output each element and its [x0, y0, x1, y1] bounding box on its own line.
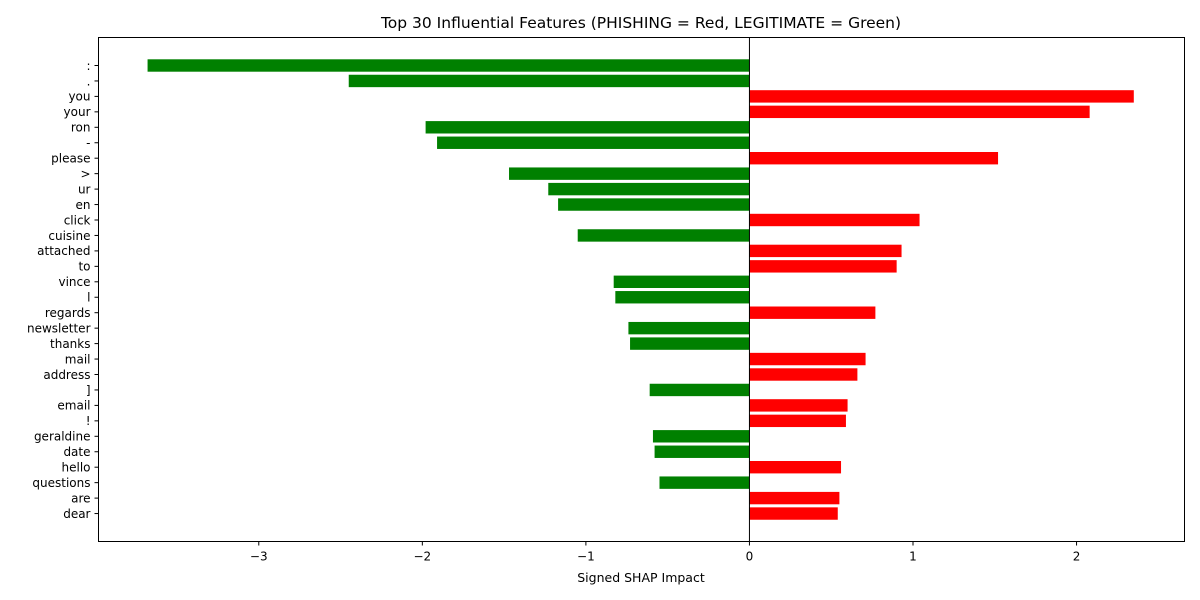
y-tick-label: > — [80, 167, 90, 181]
bar-22 — [749, 399, 848, 412]
x-tick-label: −2 — [413, 550, 431, 564]
y-tick-label: : — [86, 59, 90, 73]
bar-0 — [147, 59, 750, 72]
bar-17 — [628, 321, 750, 335]
y-tick-label: are — [71, 491, 90, 505]
y-tick-label: dear — [63, 507, 90, 521]
y-tick-label: attached — [37, 244, 90, 258]
y-tick-label: you — [68, 90, 90, 104]
bar-16 — [749, 306, 876, 319]
bar-5 — [437, 136, 750, 149]
y-tick-label: - — [86, 136, 90, 150]
y-tick-label: click — [64, 213, 91, 227]
bar-25 — [654, 445, 750, 458]
y-tick-label: please — [51, 152, 90, 166]
bar-1 — [348, 74, 750, 88]
y-tick-label: hello — [62, 461, 91, 475]
y-tick-label: vince — [58, 275, 90, 289]
bar-9 — [558, 198, 750, 211]
bar-21 — [649, 383, 750, 397]
bar-10 — [749, 213, 920, 227]
bar-8 — [548, 182, 750, 196]
bar-23 — [749, 414, 846, 428]
y-tick-label: ] — [86, 383, 91, 397]
bar-11 — [577, 229, 750, 242]
chart-title: Top 30 Influential Features (PHISHING = … — [380, 14, 901, 32]
bar-28 — [749, 491, 840, 505]
y-tick-label: geraldine — [34, 430, 91, 444]
x-tick-label: 0 — [746, 550, 754, 564]
bar-6 — [749, 152, 999, 165]
y-tick-label: l — [87, 291, 90, 305]
y-tick-label: your — [64, 105, 91, 119]
bar-29 — [749, 507, 838, 520]
bar-19 — [749, 352, 866, 366]
bar-14 — [613, 275, 750, 288]
y-tick-label: date — [63, 445, 90, 459]
bar-18 — [630, 337, 750, 350]
bar-3 — [749, 105, 1090, 119]
x-axis-ticks: −3 −2 −1 0 1 2 — [250, 541, 1081, 564]
y-tick-label: ! — [86, 414, 91, 428]
bar-27 — [659, 476, 750, 489]
y-tick-label: to — [78, 260, 90, 274]
bar-13 — [749, 260, 897, 273]
y-tick-label: ron — [71, 121, 91, 135]
y-tick-label: mail — [65, 352, 91, 366]
bars-group — [147, 59, 1134, 520]
plot-frame — [98, 37, 1185, 542]
y-tick-label: address — [43, 368, 90, 382]
bar-2 — [749, 90, 1134, 103]
bar-7 — [509, 167, 750, 180]
y-tick-label: questions — [32, 476, 90, 490]
y-tick-label: cuisine — [48, 229, 90, 243]
y-tick-label: regards — [45, 306, 91, 320]
x-tick-label: 1 — [909, 550, 917, 564]
y-tick-label: newsletter — [27, 321, 91, 335]
y-tick-label: en — [76, 198, 91, 212]
bar-12 — [749, 244, 902, 258]
bar-24 — [652, 430, 750, 443]
x-axis-label: Signed SHAP Impact — [577, 570, 705, 585]
y-tick-label: . — [87, 74, 91, 88]
x-tick-label: 2 — [1073, 550, 1081, 564]
y-tick-label: thanks — [50, 337, 90, 351]
x-tick-label: −3 — [250, 550, 268, 564]
bar-20 — [749, 368, 858, 381]
bar-26 — [749, 461, 842, 474]
y-tick-label: ur — [78, 182, 91, 196]
bar-4 — [425, 121, 750, 134]
y-tick-label: email — [57, 399, 90, 413]
bar-15 — [615, 291, 750, 304]
x-tick-label: −1 — [577, 550, 595, 564]
